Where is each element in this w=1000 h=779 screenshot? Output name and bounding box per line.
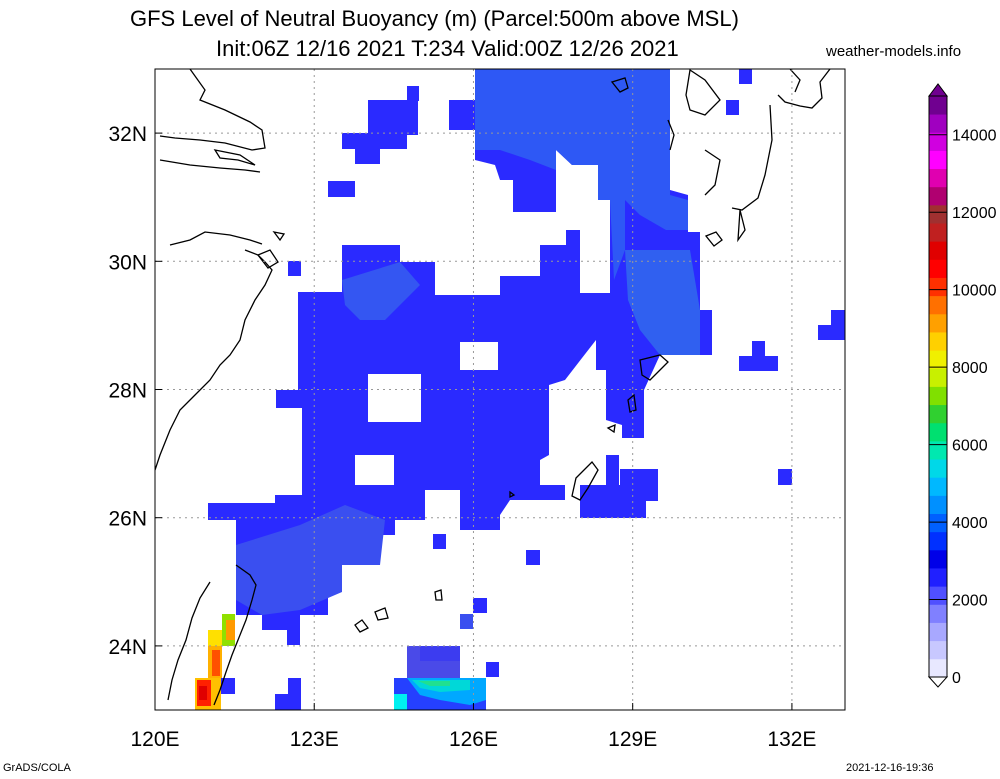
colorbar-swatch [929,350,947,369]
colorbar-label: 2000 [952,593,988,610]
lat-tick-label: 28N [108,380,147,403]
taiwan-coast [167,564,257,706]
colorbar-swatch [929,622,947,642]
lon-tick-label: 132E [767,728,816,751]
colorbar-swatch [929,440,947,460]
chart-title: GFS Level of Neutral Buoyancy (m) (Parce… [130,6,739,31]
lat-tick-label: 30N [108,251,147,274]
software-credit: GrADS/COLA [3,762,71,774]
colorbar-swatch [929,531,947,551]
colorbar-label: 6000 [952,438,988,455]
tanegashima [704,231,723,247]
colorbar-swatch [929,422,947,442]
colorbar-swatch [929,295,947,315]
colorbar [927,83,949,688]
colorbar-swatch [929,404,947,424]
colorbar-label: 4000 [952,515,988,532]
colorbar-swatch [929,241,947,260]
colorbar-label: 12000 [952,205,997,222]
colorbar-swatch [929,586,947,605]
colorbar-swatch [929,604,947,623]
coastlines [155,69,831,706]
render-timestamp: 2021-12-16-19:36 [846,762,934,774]
goto-islands [667,69,721,151]
lat-tick-label: 32N [108,123,147,146]
field-region-light-central [342,262,420,320]
colorbar-swatch [929,332,947,351]
colorbar-label: 0 [952,670,961,687]
latitude-axis: 24N 26N 28N 30N 32N [108,123,162,659]
colorbar-swatch [929,96,947,115]
colorbar-max-arrow [928,83,948,97]
colorbar-swatch [929,368,947,387]
longitude-axis: 120E 123E 126E 129E 132E [130,703,816,751]
ryukyu-islands [509,354,669,501]
lon-tick-label: 129E [608,728,657,751]
buoyancy-field [195,69,845,710]
colorbar-swatch [929,658,947,678]
lon-tick-label: 126E [449,728,498,751]
colorbar-swatch [929,495,947,514]
field-region-light-east [625,250,700,355]
colorbar-swatch [929,150,947,170]
colorbar-swatch [929,186,947,206]
colorbar-swatch [929,640,947,660]
colorbar-swatch [929,277,947,297]
site-watermark: weather-models.info [826,43,962,60]
colorbar-swatch [929,114,947,133]
lon-tick-label: 120E [130,728,179,751]
chart-subtitle: Init:06Z 12/16 2021 T:234 Valid:00Z 12/2… [216,36,679,61]
colorbar-swatch [929,168,947,188]
colorbar-swatch [929,223,947,242]
china-coast [155,69,273,471]
colorbar-swatch [929,204,947,224]
jeju-island [610,77,629,93]
lat-tick-label: 26N [108,508,147,531]
colorbar-labels: 0 2000 4000 6000 8000 10000 12000 14000 [929,128,997,687]
colorbar-swatch [929,259,947,278]
map-gridlines [155,69,845,710]
zhoushan-islands [256,231,286,269]
colorbar-swatch [929,459,947,478]
colorbar-swatch [929,513,947,533]
colorbar-swatch [929,549,947,569]
sakishima-islands [354,589,443,633]
kyushu-coast [704,69,831,243]
colorbar-label: 14000 [952,128,997,145]
colorbar-swatch [929,313,947,333]
yangtze-estuary [213,149,256,166]
colorbar-swatch [929,477,947,496]
field-region-light-south [236,505,385,615]
colorbar-swatch [929,132,947,151]
lon-tick-label: 123E [290,728,339,751]
lat-tick-label: 24N [108,636,147,659]
colorbar-swatch [929,386,947,406]
field-region-light-north [475,69,688,280]
colorbar-min-arrow [927,676,949,688]
colorbar-swatch [929,568,947,587]
colorbar-label: 8000 [952,360,988,377]
colorbar-label: 10000 [952,283,997,300]
